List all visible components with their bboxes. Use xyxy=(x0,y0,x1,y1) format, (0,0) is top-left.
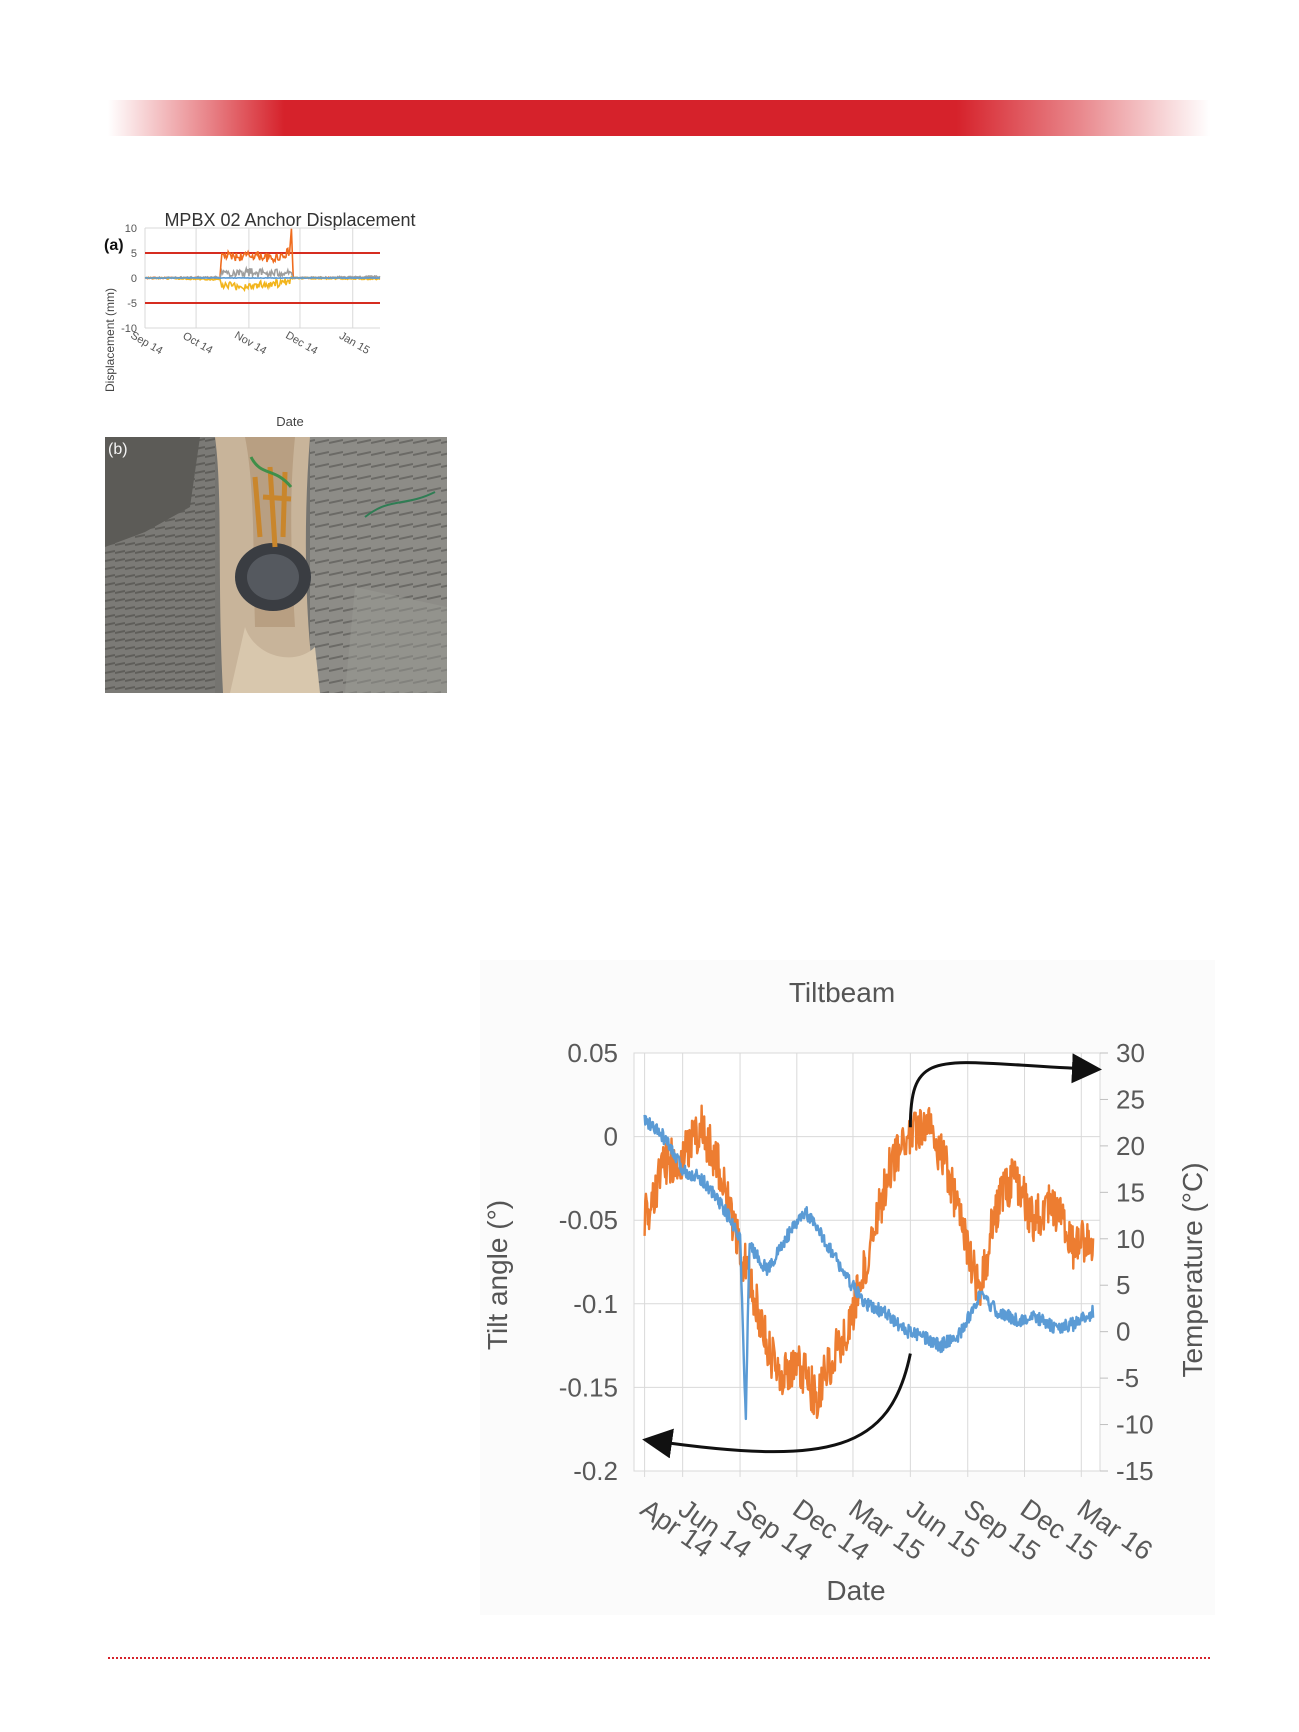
tiltbeam-right-tick-label: 5 xyxy=(1116,1270,1130,1300)
mpbx-y-tick-label: -5 xyxy=(127,298,137,310)
mpbx-x-tick-label: Nov 14 xyxy=(232,329,268,357)
header-banner xyxy=(108,100,1210,136)
tiltbeam-left-tick-label: -0.05 xyxy=(559,1205,618,1235)
footer-divider xyxy=(108,1657,1210,1659)
tiltbeam-chart-svg: Tiltbeam Tilt angle (°) Temperature (°C)… xyxy=(482,977,1208,1606)
tiltbeam-right-tick-label: 25 xyxy=(1116,1084,1145,1114)
temperature-series-line xyxy=(643,1104,1095,1420)
mpbx-y-tick-label: 0 xyxy=(131,273,137,285)
tiltbeam-title: Tiltbeam xyxy=(789,977,895,1008)
tiltbeam-right-tick-label: -5 xyxy=(1116,1363,1139,1393)
mpbx-chart: MPBX 02 Anchor Displacement (a) Displace… xyxy=(100,200,450,435)
mpbx-series-line xyxy=(144,275,381,293)
mpbx-y-tick-label: 10 xyxy=(125,223,137,235)
mpbx-x-tick-label: Sep 14 xyxy=(128,329,164,357)
tiltbeam-left-tick-label: -0.2 xyxy=(573,1456,618,1486)
tiltbeam-x-axis-label: Date xyxy=(826,1575,885,1606)
tiltbeam-plot-background xyxy=(633,1052,1101,1472)
mpbx-x-tick-label: Oct 14 xyxy=(181,330,215,357)
tiltbeam-left-tick-label: 0 xyxy=(604,1122,618,1152)
mpbx-x-tick-label: Dec 14 xyxy=(283,329,319,357)
tiltbeam-right-tick-label: 15 xyxy=(1116,1177,1145,1207)
mpbx-panel-label: (a) xyxy=(104,237,124,254)
arrow-to-right-axis xyxy=(908,1053,1102,1128)
tilt-angle-series-line xyxy=(643,1114,1095,1421)
tiltbeam-left-tick-label: 0.05 xyxy=(567,1038,618,1068)
mpbx-chart-svg: MPBX 02 Anchor Displacement (a) Displace… xyxy=(103,210,416,429)
tiltbeam-plot-area: 0.05 0 -0.05 -0.1 -0.15 -0.2 30 25 20 15 10 5 0 -5 -10… xyxy=(559,1038,1158,1567)
mpbx-x-axis-label: Date xyxy=(276,414,303,429)
photo-panel-label: (b) xyxy=(108,441,128,458)
tiltbeam-left-tick-label: -0.15 xyxy=(559,1372,618,1402)
mpbx-y-tick-label: -10 xyxy=(121,323,137,335)
tiltbeam-left-tick-label: -0.1 xyxy=(573,1289,618,1319)
tiltbeam-right-tick-label: 0 xyxy=(1116,1317,1130,1347)
tiltbeam-right-tick-label: 20 xyxy=(1116,1131,1145,1161)
mpbx-chart-title: MPBX 02 Anchor Displacement xyxy=(164,210,415,230)
arrow-to-left-axis xyxy=(642,1353,912,1459)
tiltbeam-right-tick-label: -15 xyxy=(1116,1456,1154,1486)
mpbx-y-tick-label: 5 xyxy=(131,248,137,260)
tiltbeam-right-tick-label: 10 xyxy=(1116,1224,1145,1254)
rock-photo-icon xyxy=(105,437,447,693)
mpbx-x-tick-label: Jan 15 xyxy=(337,330,372,357)
mpbx-y-axis-label: Displacement (mm) xyxy=(103,288,117,392)
tiltbeam-right-tick-label: 30 xyxy=(1116,1038,1145,1068)
tiltbeam-left-axis-label: Tilt angle (°) xyxy=(482,1200,513,1350)
tiltbeam-right-tick-label: -10 xyxy=(1116,1410,1154,1440)
tiltbeam-chart: Tiltbeam Tilt angle (°) Temperature (°C)… xyxy=(480,960,1215,1615)
rock-photo: (b) xyxy=(105,437,447,693)
tiltbeam-right-axis-label: Temperature (°C) xyxy=(1177,1162,1208,1377)
